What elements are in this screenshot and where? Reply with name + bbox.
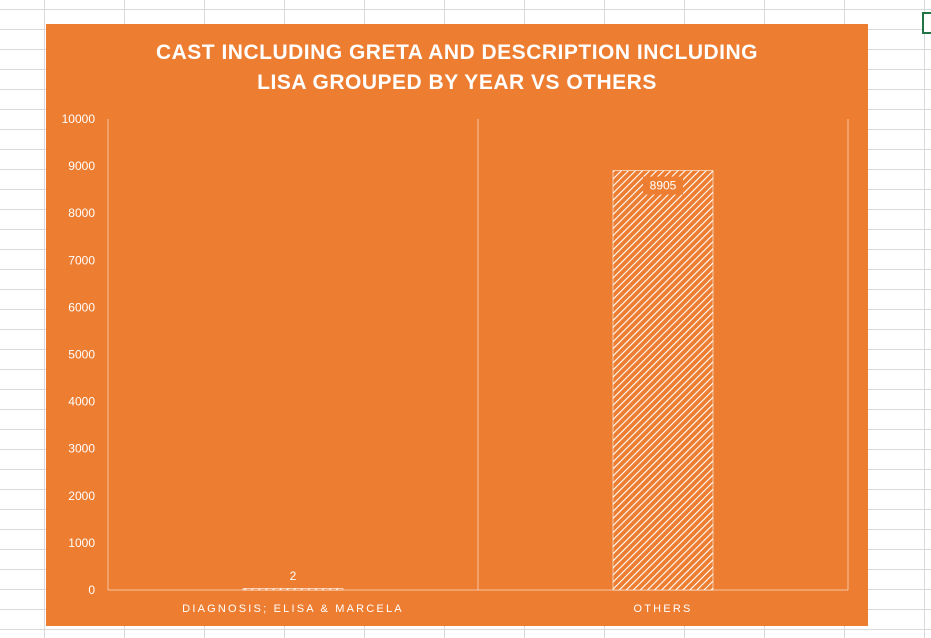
y-tick-label: 1000 — [68, 536, 95, 550]
y-tick-label: 6000 — [68, 300, 95, 314]
x-category-label: OTHERS — [633, 603, 692, 615]
y-tick-label: 8000 — [68, 206, 95, 220]
y-tick-label: 2000 — [68, 489, 95, 503]
chart-area[interactable]: CAST INCLUDING GRETA AND DESCRIPTION INC… — [46, 24, 868, 626]
data-label: 8905 — [650, 179, 677, 193]
data-label: 2 — [290, 569, 297, 583]
selected-cell[interactable] — [922, 12, 931, 34]
plot-area: 0 1000 2000 3000 4000 5000 6000 7000 8000 9000 100… — [62, 112, 849, 615]
chart-title-line-2: LISA GROUPED BY YEAR VS OTHERS — [257, 71, 657, 94]
chart-title-line-1: CAST INCLUDING GRETA AND DESCRIPTION INC… — [155, 41, 759, 64]
bar — [612, 170, 714, 591]
bar — [242, 588, 344, 591]
y-tick-label: 3000 — [68, 442, 95, 456]
y-tick-label: 4000 — [68, 395, 95, 409]
y-tick-label: 5000 — [68, 348, 95, 362]
x-category-label: DIAGNOSIS; ELISA & MARCELA — [182, 603, 404, 615]
chart-title: CAST INCLUDING GRETA AND DESCRIPTION INC… — [46, 38, 868, 98]
y-tick-label: 7000 — [68, 253, 95, 267]
y-tick-label: 9000 — [68, 159, 95, 173]
y-tick-label: 0 — [88, 583, 95, 597]
data-label-box — [643, 176, 683, 195]
y-tick-label: 10000 — [62, 112, 96, 126]
